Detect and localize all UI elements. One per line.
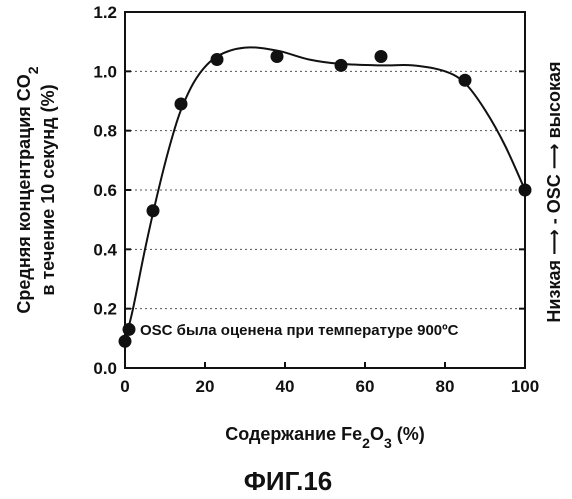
data-points [119,50,532,348]
data-point [459,74,472,87]
y-axis-label-line2: в течение 10 секунд (%) [38,84,58,295]
x-tick-label: 0 [120,377,129,396]
data-point [119,335,132,348]
x-tick-label: 20 [196,377,215,396]
data-point [147,204,160,217]
data-point [211,53,224,66]
data-point [123,323,136,336]
right-axis-label: Низкая ⟶ - OSC ⟶ высокая [544,61,564,322]
x-tick-label: 60 [356,377,375,396]
data-point [335,59,348,72]
annotation: OSC была оценена при температуре 900ºC [140,322,459,339]
y-tick-label: 0.0 [93,359,117,378]
x-tick-label: 100 [511,377,539,396]
x-tick-label: 40 [276,377,295,396]
y-tick-label: 1.0 [93,62,117,81]
x-axis-label: Содержание Fe2O3 (%) [225,424,425,451]
fit-curve [125,47,525,341]
y-tick-label: 0.2 [93,300,117,319]
x-tick-label: 80 [436,377,455,396]
data-point [519,184,532,197]
y-tick-label: 0.6 [93,181,117,200]
y-axis-label-line1: Средняя концентрация CO2 [14,66,41,313]
y-tick-label: 0.4 [93,240,117,259]
y-tick-label: 1.2 [93,3,117,22]
data-point [271,50,284,63]
data-point [375,50,388,63]
figure-caption: ФИГ.16 [244,466,333,496]
y-tick-label: 0.8 [93,122,117,141]
data-point [175,97,188,110]
